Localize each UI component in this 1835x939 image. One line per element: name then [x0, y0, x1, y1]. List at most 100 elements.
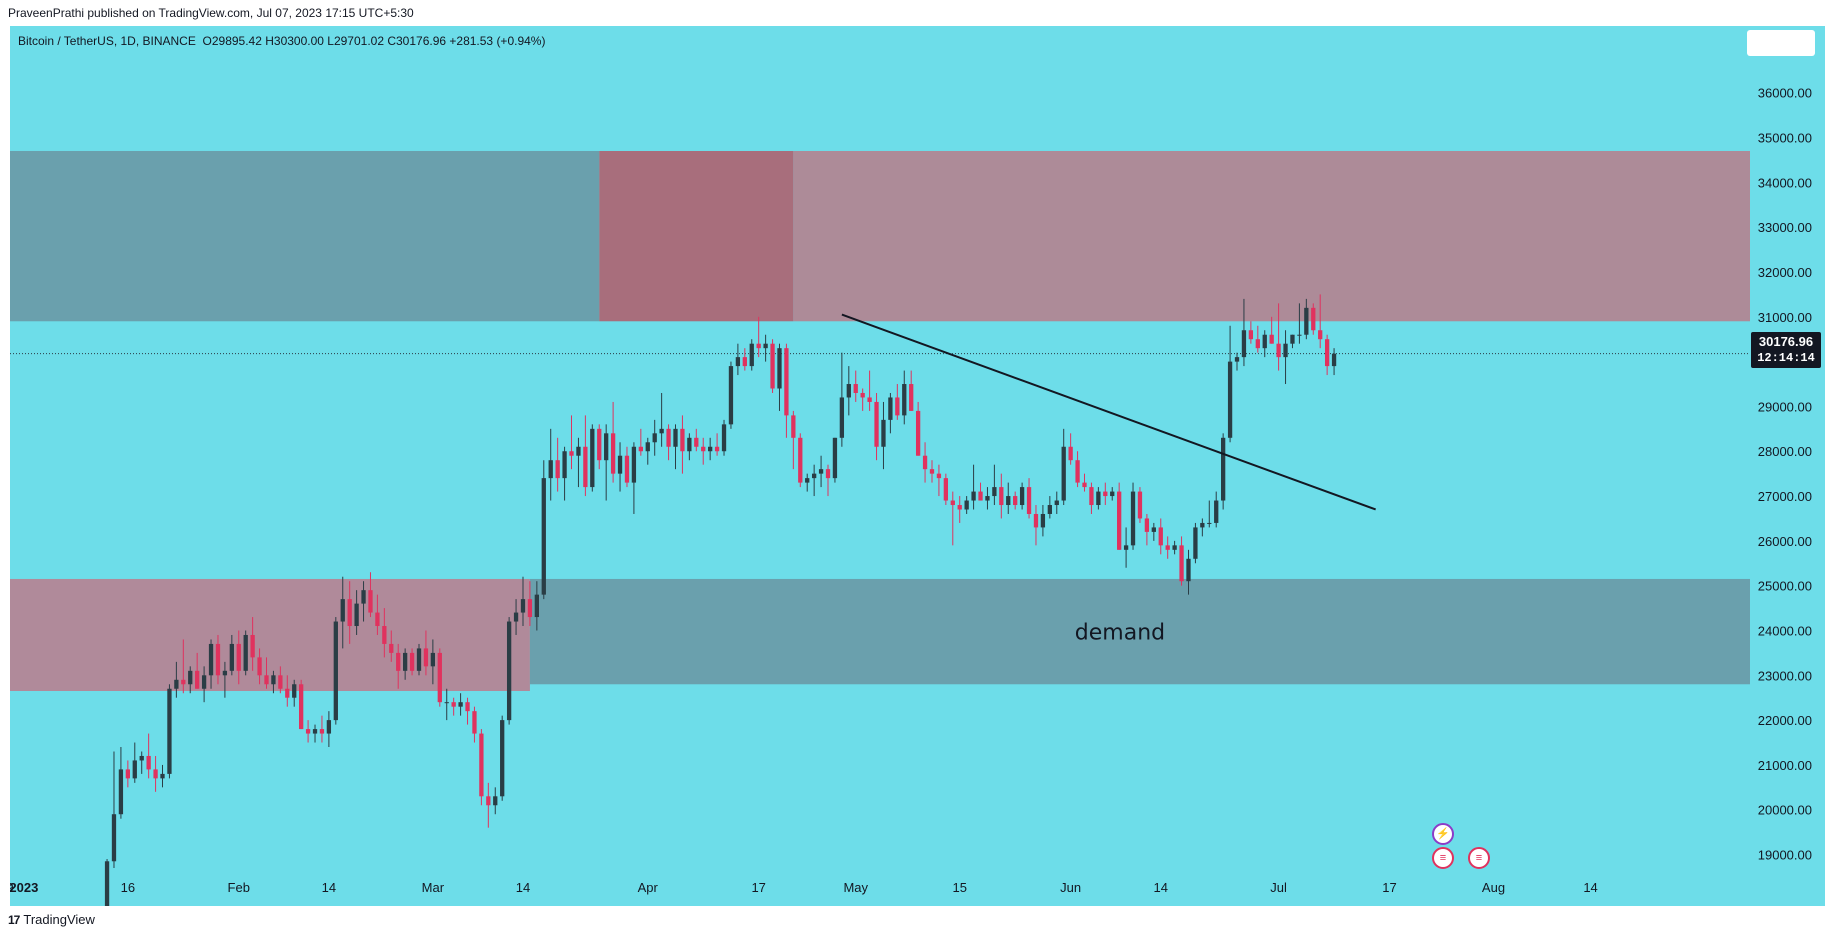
y-tick-label: 28000.00 — [1758, 444, 1812, 459]
candle-body — [569, 451, 574, 456]
empty-label-box — [1747, 30, 1815, 56]
symbol-name[interactable]: Bitcoin / TetherUS, 1D, BINANCE — [18, 34, 196, 48]
candle-body — [125, 769, 130, 779]
y-tick-label: 26000.00 — [1758, 534, 1812, 549]
candle-body — [714, 446, 720, 452]
y-tick-label: 27000.00 — [1758, 489, 1812, 504]
candle-body — [285, 688, 290, 698]
candle-body — [708, 446, 713, 452]
candle-body — [624, 455, 630, 483]
candle-body — [597, 428, 602, 461]
candle-body — [1144, 518, 1150, 532]
candle-body — [160, 773, 165, 779]
candle-body — [680, 428, 685, 452]
candle-body — [895, 397, 900, 416]
y-tick-label: 29000.00 — [1758, 399, 1812, 414]
candle-body — [576, 446, 581, 456]
x-tick-label: 14 — [322, 880, 336, 895]
candle-body — [111, 814, 117, 862]
us-flag-event-icon[interactable]: ≡ — [1432, 847, 1454, 869]
candle-body — [396, 652, 401, 671]
candle-body — [784, 348, 789, 416]
x-tick-label: 2023 — [10, 880, 38, 895]
candle-body — [1172, 545, 1177, 550]
candle-body — [278, 675, 283, 689]
candle-body — [368, 590, 373, 613]
candle-body — [437, 652, 442, 703]
candle-body — [631, 446, 637, 483]
candle-body — [985, 496, 990, 501]
candle-body — [541, 478, 546, 595]
candle-body — [1262, 334, 1267, 349]
candle-body — [354, 603, 359, 627]
candle-body — [548, 460, 553, 479]
candle-body — [1331, 353, 1337, 367]
candle-body — [1130, 491, 1136, 546]
y-tick-label: 21000.00 — [1758, 758, 1812, 773]
candle-body — [292, 684, 297, 698]
candle-body — [659, 428, 664, 434]
last-price-value: 30176.96 — [1758, 334, 1814, 349]
lightning-event-icon[interactable]: ⚡ — [1432, 823, 1454, 845]
symbol-legend: Bitcoin / TetherUS, 1D, BINANCE O29895.4… — [18, 34, 545, 48]
candle-body — [444, 702, 449, 704]
brand-name[interactable]: TradingView — [23, 912, 95, 927]
candle-body — [555, 460, 560, 479]
candle-body — [195, 670, 200, 689]
candle-body — [791, 415, 796, 438]
candle-body — [1234, 357, 1240, 362]
candle-body — [375, 612, 380, 627]
candle-body — [104, 861, 110, 906]
candle-body — [860, 392, 865, 398]
candle-body — [1227, 361, 1233, 438]
candle-body — [174, 679, 179, 689]
ohlc-values: O29895.42 H30300.00 L29701.02 C30176.96 … — [202, 34, 546, 48]
last-price-badge: 30176.96 12:14:14 — [1751, 332, 1821, 368]
candle-body — [430, 652, 436, 667]
candle-body — [1137, 491, 1143, 519]
candle-body — [1324, 339, 1330, 367]
candle-body — [1054, 500, 1059, 506]
x-tick-label: Jul — [1270, 880, 1287, 895]
candle-body — [721, 424, 727, 452]
candle-body — [333, 621, 338, 721]
x-tick-label: 17 — [1382, 880, 1396, 895]
candle-body — [645, 442, 650, 452]
candle-body — [493, 796, 498, 806]
candle-body — [583, 446, 588, 488]
y-tick-label: 20000.00 — [1758, 803, 1812, 818]
candle-body — [208, 643, 214, 676]
candle-body — [1165, 545, 1170, 550]
footer-brand: 17 TradingView — [8, 912, 95, 927]
candle-body — [867, 397, 872, 402]
candle-body — [1193, 527, 1198, 559]
us-flag-event-icon[interactable]: ≡ — [1468, 847, 1490, 869]
candle-body — [909, 384, 914, 411]
candle-body — [1068, 446, 1073, 461]
x-tick-label: Feb — [228, 880, 250, 895]
candle-body — [770, 343, 775, 389]
candle-body — [236, 643, 241, 671]
candle-body — [818, 469, 824, 474]
candle-body — [250, 634, 255, 658]
candle-body — [777, 348, 782, 389]
candle-body — [486, 796, 491, 806]
tradingview-logo-icon[interactable]: 17 — [8, 912, 20, 927]
candle-body — [340, 599, 345, 622]
x-tick-label: Apr — [638, 880, 659, 895]
candle-body — [472, 711, 477, 734]
candle-body — [201, 675, 207, 689]
x-tick-label: 15 — [952, 880, 966, 895]
candle-body — [742, 357, 747, 367]
candle-body — [402, 652, 408, 671]
x-tick-label: 9 — [10, 880, 14, 895]
candle-body — [1061, 446, 1066, 501]
candle-body — [992, 487, 997, 497]
publisher-line: PraveenPrathi published on TradingView.c… — [8, 6, 414, 20]
candle-body — [416, 648, 422, 671]
candle-body — [922, 455, 928, 470]
candle-body — [132, 760, 137, 779]
chart-area[interactable]: demand 19000.00 20000.00 21000.00 22000.00 23… — [10, 26, 1825, 906]
candlestick-chart[interactable]: demand 19000.00 20000.00 21000.00 22000.00 23… — [10, 26, 1825, 906]
candle-body — [347, 599, 352, 627]
